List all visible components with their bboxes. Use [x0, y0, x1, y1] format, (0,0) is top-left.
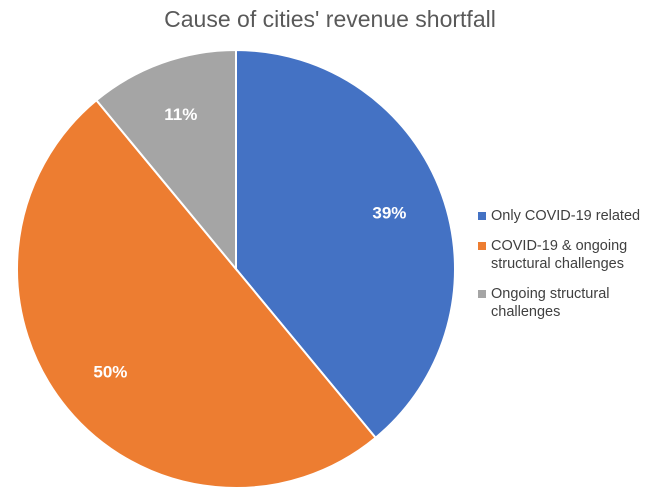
data-label-covid-and-structural: 50% [93, 362, 127, 381]
data-label-only-covid: 39% [372, 203, 406, 222]
data-label-ongoing-structural: 11% [164, 105, 197, 124]
legend-label: COVID-19 & ongoing structural challenges [491, 238, 628, 272]
legend-swatch [478, 242, 486, 250]
chart-title: Cause of cities' revenue shortfall [164, 6, 496, 32]
pie-slice-only-covid [235, 48, 456, 440]
legend-swatch [478, 290, 486, 298]
legend-swatch [478, 212, 486, 220]
legend-label: Only COVID-19 related [491, 208, 641, 224]
pie-slices [16, 48, 456, 489]
legend: Only COVID-19 related COVID-19 & ongoing… [478, 207, 656, 333]
legend-item-covid-and-structural: COVID-19 & ongoing structural challenges [478, 237, 656, 273]
legend-item-ongoing-structural: Ongoing structural challenges [478, 285, 656, 321]
pie-slice-ongoing-structural [94, 48, 237, 272]
pie-slice-covid-and-structural [16, 98, 378, 489]
legend-item-only-covid: Only COVID-19 related [478, 207, 656, 225]
legend-label: Ongoing structural challenges [491, 286, 610, 320]
pie-data-labels: 39% 50% 11% [93, 105, 406, 381]
